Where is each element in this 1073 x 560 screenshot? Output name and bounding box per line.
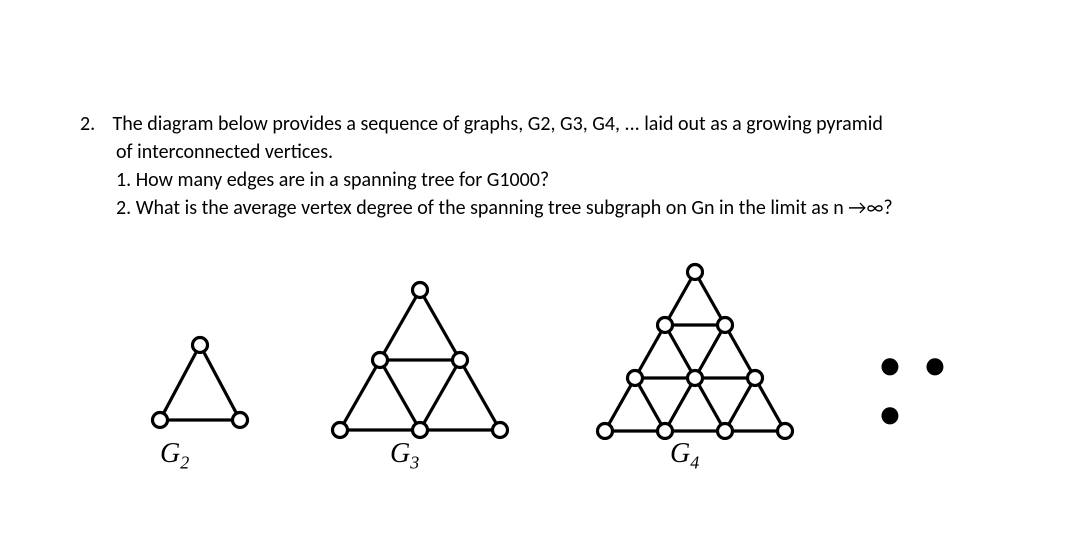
graph-node (413, 283, 428, 298)
graph-svg-G3 (320, 275, 520, 440)
question-text-1b: of interconnected vertices. (116, 140, 333, 164)
graph-caption-sub: 3 (410, 453, 419, 473)
graph-node (453, 353, 468, 368)
graph-edge (665, 272, 695, 325)
graph-G3 (320, 275, 520, 445)
part2-text: What is the average vertex degree of the… (136, 196, 893, 220)
graph-edge (635, 325, 665, 378)
graph-node (718, 318, 733, 333)
graph-edge (665, 378, 695, 431)
graph-G4 (565, 260, 825, 445)
graph-node (688, 265, 703, 280)
graph-edge (755, 378, 785, 431)
graph-node (658, 318, 673, 333)
graph-edge (160, 345, 200, 420)
graph-node (413, 423, 428, 438)
graph-node (748, 371, 763, 386)
graph-node (373, 353, 388, 368)
question-text-1a: The diagram below provides a sequence of… (113, 112, 883, 136)
graph-caption-main: G (390, 438, 410, 469)
graph-edge (340, 360, 380, 430)
graph-edge (420, 290, 460, 360)
question-line-2: of interconnected vertices. (116, 138, 1000, 166)
graph-edge (665, 325, 695, 378)
graph-G2 (140, 330, 260, 445)
diagrams-area: • • • G2G3G4 (110, 260, 990, 480)
graph-edge (635, 378, 665, 431)
graph-edge (725, 378, 755, 431)
part1-text: How many edges are in a spanning tree fo… (136, 168, 549, 192)
graph-edge (380, 360, 420, 430)
graph-node (778, 424, 793, 439)
question-part2: 2. What is the average vertex degree of … (116, 194, 1000, 222)
question-line-1: 2. The diagram below provides a sequence… (80, 110, 1000, 138)
graph-edge (695, 272, 725, 325)
graph-node (333, 423, 348, 438)
graph-caption-G3: G3 (390, 438, 419, 474)
graph-svg-G4 (565, 260, 825, 440)
ellipsis-icon: • • • (880, 340, 990, 438)
graph-node (598, 424, 613, 439)
question-number: 2. (80, 110, 108, 138)
graph-caption-sub: 4 (690, 453, 699, 473)
question-block: 2. The diagram below provides a sequence… (80, 110, 1000, 222)
graph-node (193, 338, 208, 353)
graph-node (153, 413, 168, 428)
graph-edge (460, 360, 500, 430)
graph-edge (725, 325, 755, 378)
graph-caption-sub: 2 (180, 453, 189, 473)
part1-number: 1. (116, 168, 131, 192)
graph-caption-main: G (160, 438, 180, 469)
graph-edge (695, 378, 725, 431)
graph-node (658, 424, 673, 439)
part2-number: 2. (116, 196, 131, 220)
graph-node (628, 371, 643, 386)
graph-edge (200, 345, 240, 420)
graph-node (718, 424, 733, 439)
graph-svg-G2 (140, 330, 260, 440)
graph-edge (605, 378, 635, 431)
graph-edge (695, 325, 725, 378)
graph-edge (420, 360, 460, 430)
graph-edge (380, 290, 420, 360)
graph-node (688, 371, 703, 386)
graph-caption-main: G (670, 438, 690, 469)
graph-node (233, 413, 248, 428)
question-part1: 1. How many edges are in a spanning tree… (116, 166, 1000, 194)
graph-caption-G4: G4 (670, 438, 699, 474)
graph-caption-G2: G2 (160, 438, 189, 474)
graph-node (493, 423, 508, 438)
